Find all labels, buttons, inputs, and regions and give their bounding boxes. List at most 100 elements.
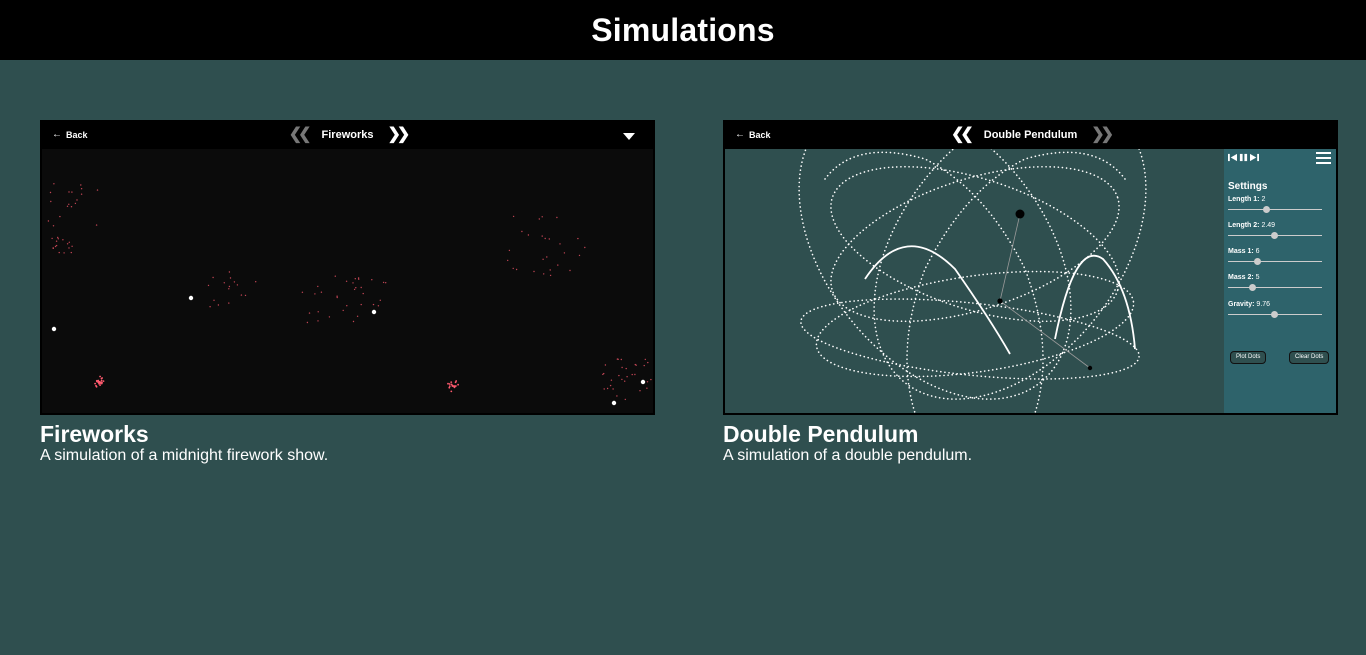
firework-spark	[578, 254, 581, 257]
firework-spark	[229, 277, 232, 279]
slider-knob[interactable]	[1254, 258, 1262, 265]
preview-nav: ❮❮ Fireworks ❯❯	[42, 127, 653, 143]
slider-track[interactable]	[1228, 311, 1322, 318]
firework-spark	[55, 240, 58, 242]
slider-track[interactable]	[1228, 284, 1322, 291]
firework-spark	[508, 249, 511, 252]
slider-value: 6	[1255, 248, 1260, 255]
firework-spark	[66, 243, 69, 245]
card-title: Fireworks	[40, 421, 149, 447]
firework-spark	[352, 282, 354, 284]
slider-knob[interactable]	[1262, 206, 1270, 213]
length-2-slider[interactable]: Length 2: 2.49	[1228, 222, 1322, 239]
mass-2-slider[interactable]: Mass 2: 5	[1228, 274, 1322, 291]
card-double-pendulum[interactable]: ← Back ❮❮ Double Pendulum ❯❯	[723, 120, 1338, 465]
card-fireworks[interactable]: ← Back ❮❮ Fireworks ❯❯ Fireworks A simul…	[40, 120, 655, 465]
firework-spark	[538, 218, 540, 220]
fireworks-preview[interactable]: ← Back ❮❮ Fireworks ❯❯	[40, 120, 655, 415]
hamburger-icon[interactable]	[1316, 152, 1331, 165]
slider-label: Mass 2:	[1228, 274, 1254, 281]
back-label: Back	[749, 130, 771, 140]
firework-spark	[625, 367, 627, 370]
double-chevron-right-icon[interactable]: ❯❯	[1091, 126, 1114, 143]
firework-spark	[49, 191, 52, 194]
pendulum-canvas	[725, 149, 1224, 413]
firework-burst	[100, 377, 103, 380]
firework-spark	[360, 286, 362, 289]
plot-dots-button[interactable]: Plot Dots	[1230, 351, 1267, 364]
firework-spark	[533, 270, 535, 273]
firework-spark	[639, 390, 641, 392]
clear-dots-button[interactable]: Clear Dots	[1289, 351, 1330, 364]
slider-track[interactable]	[1228, 206, 1322, 213]
skip-forward-icon[interactable]	[1250, 153, 1259, 162]
firework-spark	[357, 277, 360, 279]
firework-spark	[240, 294, 243, 296]
double-pendulum-preview[interactable]: ← Back ❮❮ Double Pendulum ❯❯	[723, 120, 1338, 415]
firework-spark	[603, 372, 605, 375]
card-title: Double Pendulum	[723, 421, 919, 447]
firework-spark	[314, 293, 316, 295]
firework-spark	[68, 191, 70, 193]
firework-spark	[512, 215, 515, 218]
double-chevron-right-icon[interactable]: ❯❯	[387, 126, 410, 143]
firework-spark	[603, 388, 605, 390]
firework-spark	[563, 252, 566, 254]
mass-1-slider[interactable]: Mass 1: 6	[1228, 248, 1322, 265]
firework-spark	[371, 279, 373, 281]
skip-back-icon[interactable]	[1228, 153, 1237, 162]
settings-panel: Settings Length 1: 2 Length 2: 2.49 Mass…	[1224, 149, 1336, 413]
caret-down-icon[interactable]	[623, 133, 635, 140]
firework-spark	[624, 380, 626, 382]
firework-burst	[451, 384, 454, 387]
slider-knob[interactable]	[1248, 284, 1256, 291]
firework-spark	[236, 284, 239, 286]
slider-track[interactable]	[1228, 232, 1322, 239]
pendulum-bob-1[interactable]	[997, 298, 1003, 304]
firework-spark	[212, 276, 214, 279]
firework-spark	[634, 373, 636, 376]
back-button[interactable]: ← Back	[52, 130, 88, 141]
double-chevron-left-icon[interactable]: ❮❮	[950, 126, 974, 143]
firework-spark	[643, 364, 645, 367]
double-chevron-left-icon[interactable]: ❮❮	[288, 126, 312, 143]
slider-knob[interactable]	[1271, 311, 1279, 318]
length-1-slider[interactable]: Length 1: 2	[1228, 196, 1322, 213]
firework-spark	[358, 278, 360, 280]
back-button[interactable]: ← Back	[735, 130, 771, 141]
firework-spark	[360, 303, 362, 306]
firework-spark	[549, 274, 552, 277]
slider-knob[interactable]	[1271, 232, 1279, 239]
slider-value: 5	[1255, 274, 1260, 281]
trace-dots	[798, 149, 1147, 413]
firework-burst	[99, 384, 101, 386]
slider-track[interactable]	[1228, 258, 1322, 265]
settings-title: Settings	[1228, 181, 1268, 192]
firework-spark	[51, 237, 53, 240]
firework-spark	[58, 251, 60, 254]
firework-burst	[97, 380, 100, 383]
firework-spark	[228, 302, 230, 304]
firework-spark	[362, 292, 364, 295]
gravity-slider[interactable]: Gravity: 9.76	[1228, 301, 1322, 318]
firework-spark	[317, 320, 319, 322]
firework-spark	[618, 374, 620, 377]
firework-spark	[95, 224, 98, 226]
firework-spark	[515, 268, 518, 271]
firework-spark	[647, 361, 649, 364]
firework-spark	[604, 364, 607, 366]
firework-spark	[606, 387, 609, 390]
firework-spark	[308, 312, 311, 314]
firework-spark	[612, 388, 614, 390]
back-label: Back	[66, 130, 88, 140]
firework-spark	[610, 379, 613, 381]
firework-burst	[102, 380, 105, 382]
pause-icon[interactable]	[1239, 153, 1248, 162]
pendulum-bob-2[interactable]	[1087, 365, 1093, 371]
firework-spark	[70, 206, 73, 208]
firework-spark	[62, 239, 64, 241]
firework-spark	[559, 243, 561, 245]
trace-path	[864, 245, 1011, 355]
firework-burst	[454, 381, 457, 384]
firework-spark	[635, 364, 637, 366]
